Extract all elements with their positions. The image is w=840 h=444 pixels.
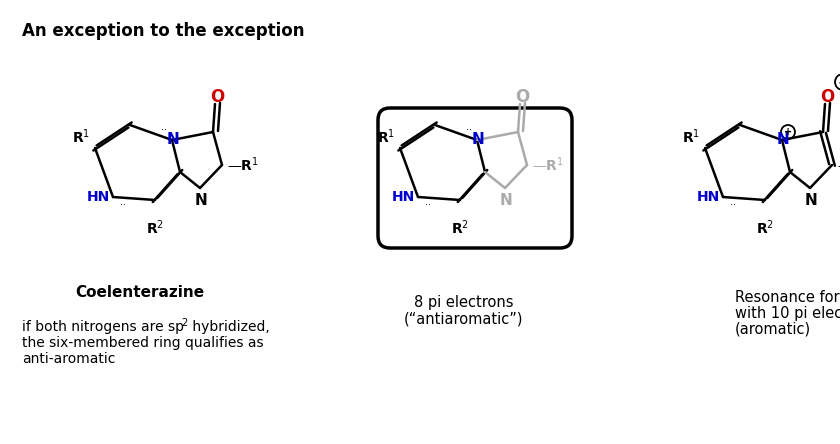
- Text: Coelenterazine: Coelenterazine: [75, 285, 204, 300]
- Text: R$^1$: R$^1$: [682, 127, 700, 146]
- Text: +: +: [784, 127, 792, 137]
- Text: with 10 pi electrons: with 10 pi electrons: [735, 306, 840, 321]
- Text: An exception to the exception: An exception to the exception: [22, 22, 305, 40]
- Text: ··: ··: [730, 200, 736, 210]
- Text: HN: HN: [87, 190, 110, 204]
- Text: N: N: [777, 131, 790, 147]
- Text: N: N: [195, 193, 207, 208]
- Text: R$^2$: R$^2$: [146, 218, 164, 237]
- Text: N: N: [500, 193, 512, 208]
- Text: (aromatic): (aromatic): [735, 322, 811, 337]
- Text: HN: HN: [696, 190, 720, 204]
- Text: the six-membered ring qualifies as: the six-membered ring qualifies as: [22, 336, 264, 350]
- Text: —R$^1$: —R$^1$: [532, 156, 564, 174]
- Text: O: O: [820, 88, 834, 106]
- Text: ··: ··: [161, 125, 167, 135]
- Text: N: N: [471, 131, 485, 147]
- Text: N: N: [805, 193, 817, 208]
- Text: 8 pi electrons: 8 pi electrons: [414, 295, 513, 310]
- Text: ··: ··: [466, 125, 472, 135]
- Text: HN: HN: [391, 190, 415, 204]
- Text: R$^2$: R$^2$: [756, 218, 774, 237]
- Text: ··: ··: [120, 200, 126, 210]
- Text: O: O: [515, 88, 529, 106]
- Text: anti-aromatic: anti-aromatic: [22, 352, 115, 366]
- Text: —R$^1$: —R$^1$: [837, 156, 840, 174]
- Text: R$^2$: R$^2$: [451, 218, 469, 237]
- Text: R$^1$: R$^1$: [377, 127, 395, 146]
- Text: ··: ··: [425, 200, 431, 210]
- Text: −: −: [837, 75, 840, 89]
- Text: 2: 2: [181, 318, 187, 328]
- Text: N: N: [166, 131, 180, 147]
- Text: O: O: [210, 88, 224, 106]
- Text: Resonance form: Resonance form: [735, 290, 840, 305]
- Text: —R$^1$: —R$^1$: [227, 156, 259, 174]
- Text: R$^1$: R$^1$: [72, 127, 90, 146]
- Text: hybridized,: hybridized,: [188, 320, 270, 334]
- Text: (“antiaromatic”): (“antiaromatic”): [404, 311, 523, 326]
- Text: if both nitrogens are sp: if both nitrogens are sp: [22, 320, 184, 334]
